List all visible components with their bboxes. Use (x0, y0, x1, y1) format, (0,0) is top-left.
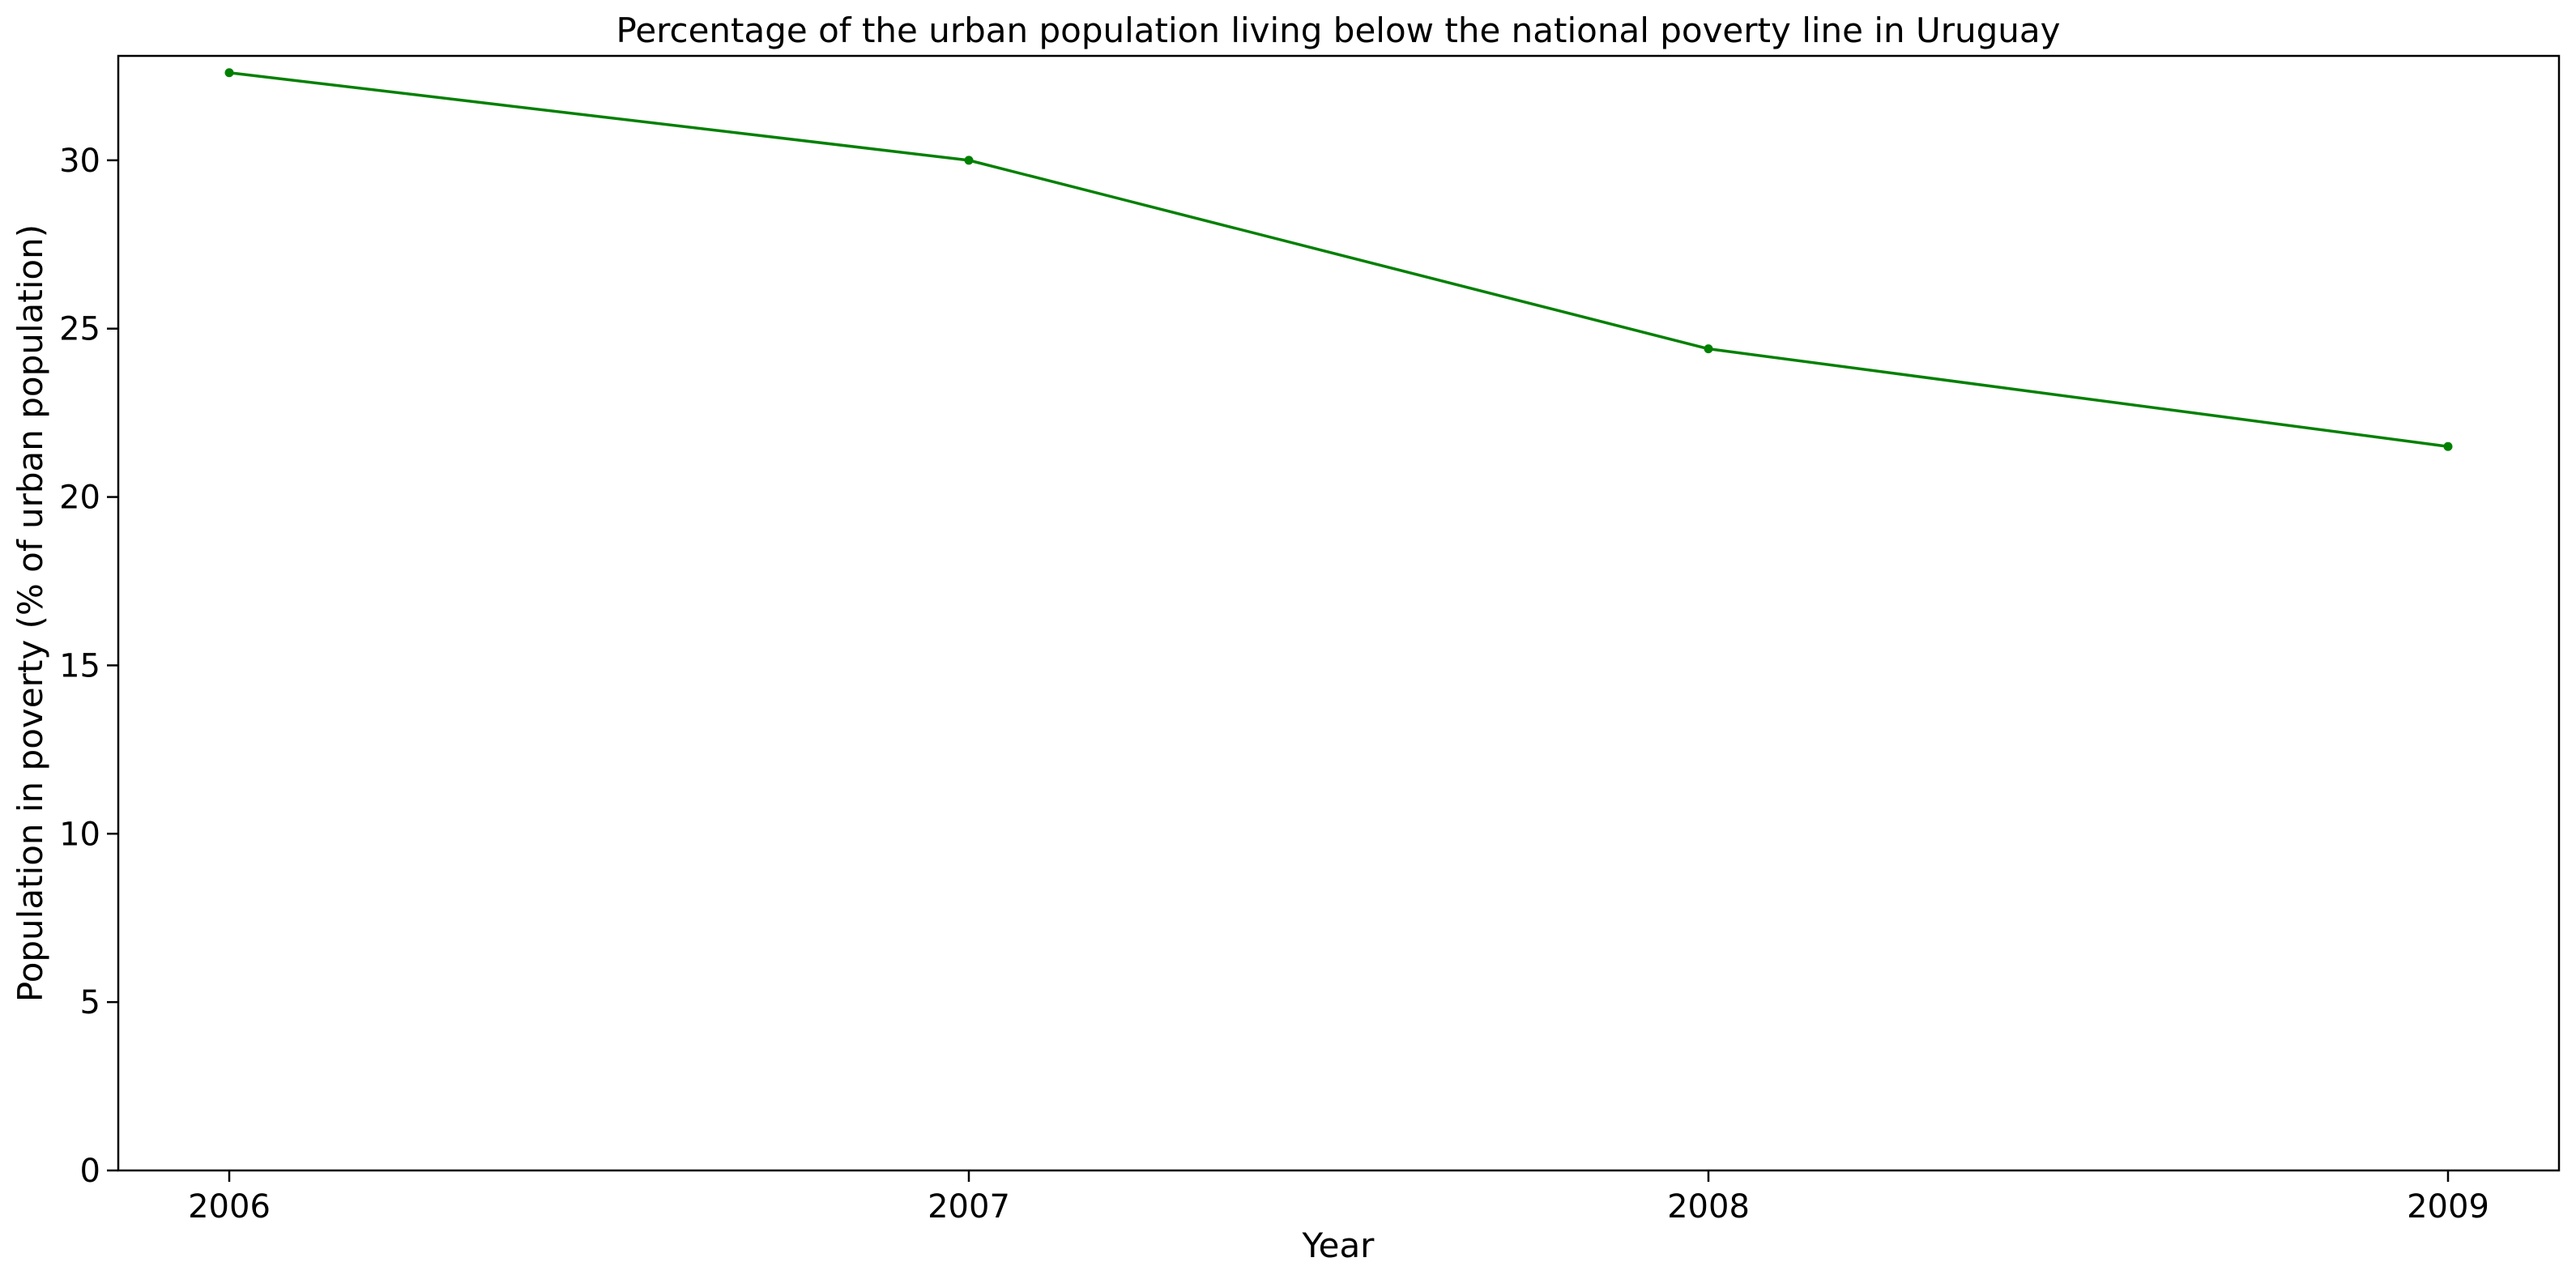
x-tick-label: 2006 (188, 1188, 271, 1226)
y-axis-ticks: 0 5 10 15 20 25 30 (59, 143, 118, 1190)
y-tick-label: 0 (80, 1153, 100, 1190)
series-points (224, 68, 2453, 451)
series-line (228, 71, 2449, 448)
y-tick-label: 5 (80, 984, 100, 1021)
y-tick-label: 15 (59, 647, 100, 684)
x-tick-label: 2009 (2407, 1188, 2489, 1226)
y-tick-label: 30 (59, 143, 100, 180)
data-point (964, 156, 974, 165)
y-axis-label: Population in poverty (% of urban popula… (11, 224, 50, 1002)
chart-title: Percentage of the urban population livin… (616, 11, 2060, 50)
y-tick-label: 20 (59, 480, 100, 517)
data-point (2443, 441, 2453, 451)
x-axis-ticks: 2006 2007 2008 2009 (188, 1170, 2489, 1226)
y-tick-label: 10 (59, 816, 100, 853)
data-point (1704, 344, 1713, 354)
plot-frame (117, 54, 2561, 1172)
x-tick-label: 2007 (928, 1188, 1010, 1226)
x-axis-label: Year (1302, 1226, 1375, 1265)
data-point (224, 68, 234, 78)
y-tick-label: 25 (59, 311, 100, 348)
x-tick-label: 2008 (1667, 1188, 1750, 1226)
